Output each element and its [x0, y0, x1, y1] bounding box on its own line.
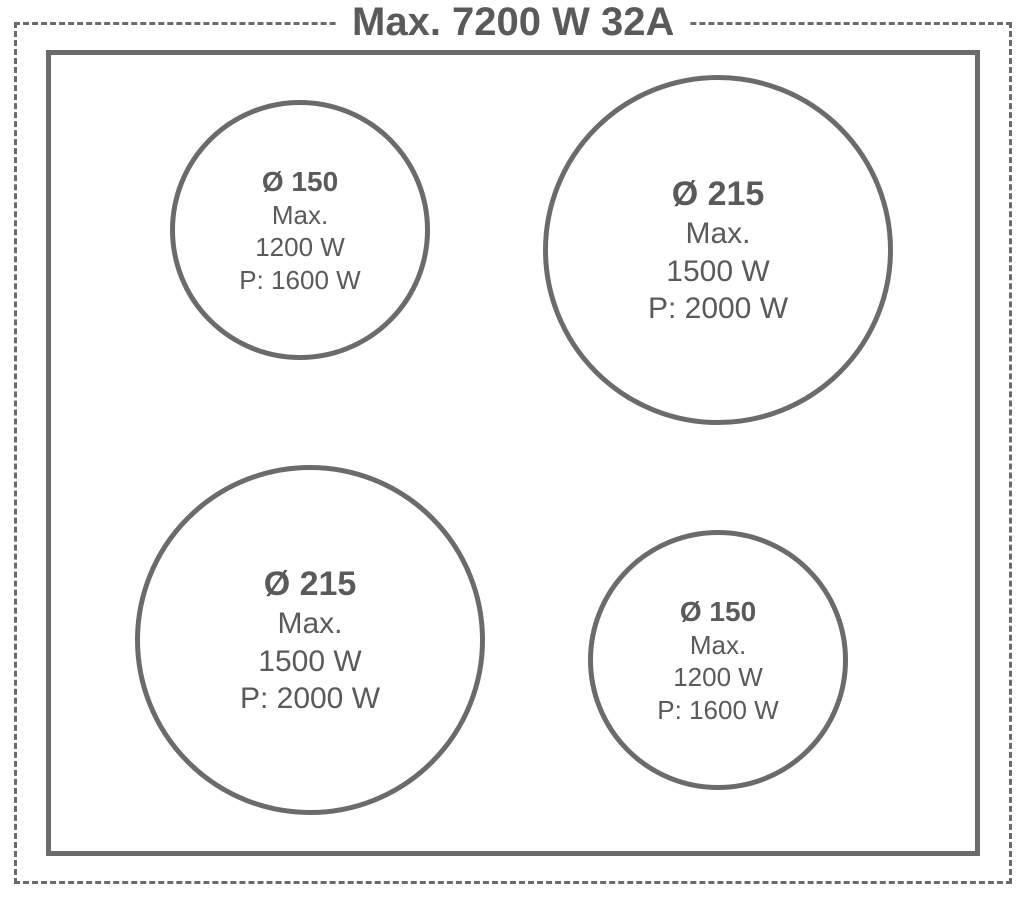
zone-diameter-label: Ø 215: [264, 563, 357, 606]
zone-diameter-label: Ø 150: [680, 594, 756, 629]
zone-diameter-label: Ø 215: [672, 173, 765, 216]
zone-p-value: P: 2000 W: [240, 680, 380, 718]
diagram-title: Max. 7200 W 32A: [338, 0, 688, 45]
zone-p-value: P: 1600 W: [239, 264, 360, 297]
zone-top-right: Ø 215Max.1500 WP: 2000 W: [543, 75, 893, 425]
zone-p-value: P: 2000 W: [648, 290, 788, 328]
zone-bottom-right: Ø 150Max.1200 WP: 1600 W: [588, 530, 848, 790]
zone-bottom-left: Ø 215Max.1500 WP: 2000 W: [135, 465, 485, 815]
zone-max-label: Max.: [690, 629, 746, 662]
zone-max-label: Max.: [685, 215, 750, 253]
zone-max-value: 1500 W: [666, 253, 769, 291]
zone-top-left: Ø 150Max.1200 WP: 1600 W: [170, 100, 430, 360]
zone-max-value: 1200 W: [255, 231, 345, 264]
zone-max-label: Max.: [272, 199, 328, 232]
zone-max-value: 1200 W: [673, 661, 763, 694]
zone-diameter-label: Ø 150: [262, 164, 338, 199]
zone-p-value: P: 1600 W: [657, 694, 778, 727]
zone-max-label: Max.: [277, 605, 342, 643]
zone-max-value: 1500 W: [258, 643, 361, 681]
